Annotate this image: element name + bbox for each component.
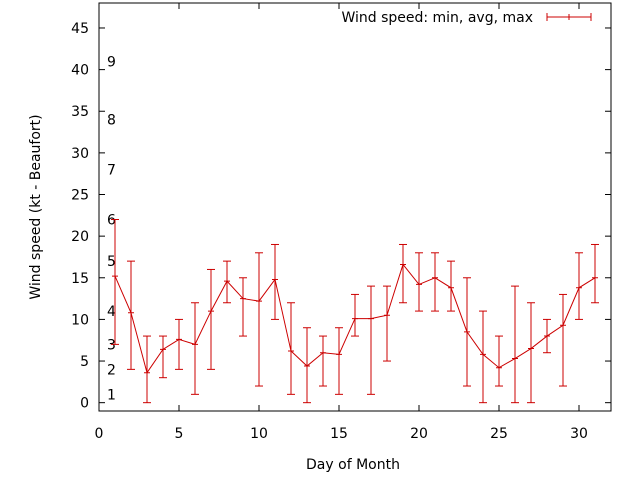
data-point-avg — [528, 345, 534, 352]
y-tick-label: 35 — [71, 104, 89, 120]
data-point-avg — [336, 351, 342, 358]
beaufort-label: 2 — [107, 362, 116, 378]
legend-sample-errorbar — [546, 13, 592, 21]
beaufort-scale-labels: 1 2 3 4 5 6 7 8 9 — [107, 54, 116, 403]
data-point-avg — [576, 284, 582, 291]
y-tick-label: 15 — [71, 271, 89, 287]
x-tick-label: 15 — [330, 426, 348, 442]
data-point-avg — [304, 363, 310, 370]
data-point-avg — [400, 261, 406, 268]
data-point-avg — [288, 348, 294, 355]
y-tick-label: 25 — [71, 188, 89, 204]
data-point-avg — [272, 276, 278, 283]
data-point-avg — [448, 284, 454, 291]
y-axis-label: Wind speed (kt - Beaufort) — [28, 114, 44, 299]
data-point-avg — [432, 274, 438, 281]
legend-label: Wind speed: min, avg, max — [341, 10, 533, 26]
x-tick-label: 25 — [490, 426, 508, 442]
data-point-avg — [208, 308, 214, 315]
beaufort-label: 5 — [107, 254, 116, 270]
data-point-avg — [480, 351, 486, 358]
data-point-avg — [112, 273, 118, 280]
data-point-avg — [224, 278, 230, 285]
legend: Wind speed: min, avg, max — [341, 10, 592, 26]
data-point-avg — [496, 364, 502, 371]
x-tick-label: 5 — [175, 426, 184, 442]
data-point-avg — [144, 369, 150, 376]
y-tick-label: 0 — [80, 396, 89, 412]
data-point-avg — [256, 298, 262, 305]
data-point-avg — [352, 315, 358, 322]
y-tick-label: 5 — [80, 354, 89, 370]
data-point-avg — [592, 274, 598, 281]
data-point-avg — [128, 309, 134, 316]
data-point-avg — [464, 328, 470, 335]
x-axis-ticks: 0 5 10 15 20 25 30 — [95, 3, 588, 442]
data-point-avg — [240, 295, 246, 302]
y-tick-label: 10 — [71, 312, 89, 328]
data-point-avg — [320, 349, 326, 356]
y-tick-label: 45 — [71, 21, 89, 37]
legend-sample-point — [566, 14, 572, 20]
series-line-group — [112, 261, 598, 376]
data-point-avg — [544, 333, 550, 340]
data-point-avg — [512, 355, 518, 362]
beaufort-label: 3 — [107, 337, 116, 353]
beaufort-label: 6 — [107, 212, 116, 228]
data-point-avg — [560, 322, 566, 329]
y-tick-label: 30 — [71, 146, 89, 162]
x-tick-label: 20 — [410, 426, 428, 442]
x-tick-label: 10 — [250, 426, 268, 442]
beaufort-label: 9 — [107, 54, 116, 70]
x-tick-label: 0 — [95, 426, 104, 442]
beaufort-label: 7 — [107, 163, 116, 179]
data-point-avg — [160, 346, 166, 353]
data-point-avg — [192, 341, 198, 348]
data-point-avg — [176, 336, 182, 343]
data-point-avg — [384, 312, 390, 319]
error-bars — [111, 218, 599, 404]
data-point-avg — [368, 315, 374, 322]
y-tick-label: 40 — [71, 63, 89, 79]
plot-frame — [98, 2, 612, 412]
beaufort-label: 4 — [107, 304, 116, 320]
data-point-avg — [416, 281, 422, 288]
beaufort-label: 8 — [107, 113, 116, 129]
x-tick-label: 30 — [570, 426, 588, 442]
x-axis-label: Day of Month — [306, 457, 400, 473]
y-tick-label: 20 — [71, 229, 89, 245]
beaufort-label: 1 — [107, 387, 116, 403]
